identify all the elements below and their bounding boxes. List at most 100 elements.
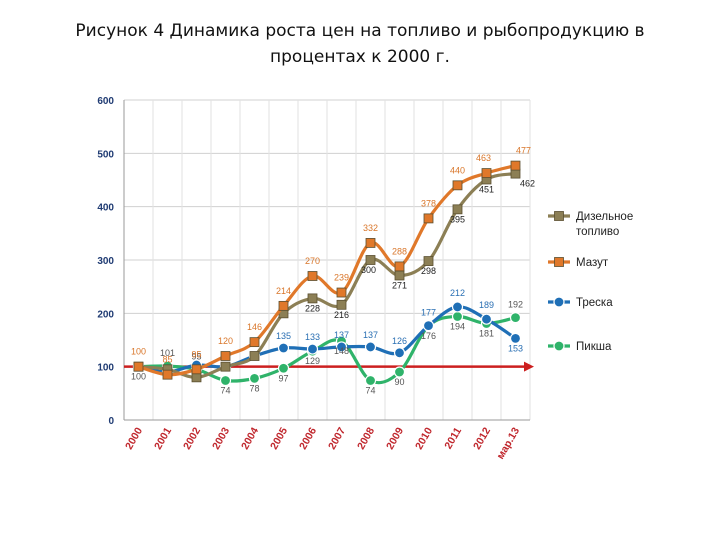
series-1-data-label-2: 95 [191,349,201,359]
series-1-data-label-5: 214 [276,286,291,296]
series-0-data-label-6: 228 [305,303,320,313]
x-tick-label-2002: 2002 [181,425,203,451]
series-2-point-12 [480,313,493,325]
series-1-data-label-9: 288 [392,246,407,256]
series-1-data-label-1: 85 [162,355,172,365]
series-2-data-label-9: 126 [392,336,407,346]
legend-marker-1 [554,257,564,267]
series-2-data-label-10: 177 [421,308,436,318]
x-tick-label-2000: 2000 [123,425,145,451]
series-2-data-label-7: 137 [334,330,349,340]
series-3-point-13 [509,312,522,324]
series-3-data-label-12: 181 [479,328,494,338]
series-2-point-9 [393,347,406,359]
x-tick-label-2009: 2009 [384,425,406,451]
series-3-point-9 [393,366,406,378]
y-tick-label-400: 400 [97,203,114,214]
legend-marker-3 [553,340,565,352]
y-tick-label-300: 300 [97,256,114,267]
series-2-point-13 [509,332,522,344]
x-tick-label-2005: 2005 [268,425,290,451]
legend-label-3: Пикша [576,341,612,353]
series-1-data-label-10: 378 [421,198,436,208]
series-1-point-6 [307,271,318,281]
series-3-point-5 [277,362,290,374]
series-1-point-12 [481,168,492,178]
series-0-data-label-9: 271 [392,280,407,290]
series-0-data-label-12: 451 [479,184,494,194]
series-0-point-10 [423,256,434,266]
series-0-point-4 [249,351,260,361]
series-1-point-3 [220,351,231,361]
x-tick-label-2001: 2001 [152,425,174,451]
series-3-data-label-11: 194 [450,322,465,332]
series-2-data-label-5: 135 [276,331,291,341]
series-0-data-label-8: 300 [361,265,376,275]
series-0-point-6 [307,293,318,304]
series-1-data-label-13: 477 [516,146,531,156]
series-0-data-label-13: 462 [520,179,535,189]
x-tick-label-2011: 2011 [442,425,464,451]
x-tick-label-2007: 2007 [326,425,348,451]
series-0-data-label-11: 395 [450,214,465,224]
x-tick-label-2003: 2003 [210,425,232,451]
series-3-data-label-1: 101 [160,348,175,358]
legend-label-2: Треска [576,297,613,309]
series-1-data-label-11: 440 [450,165,465,175]
series-2-point-5 [277,342,290,354]
series-1-data-label-8: 332 [363,223,378,233]
series-1-point-5 [278,300,289,311]
series-3-data-label-9: 90 [394,377,404,387]
series-1-point-0 [133,361,144,372]
series-0-point-9 [394,270,405,281]
chart-title-line-1: Рисунок 4 Динамика роста цен на топливо … [75,21,645,41]
series-0-point-8 [365,255,376,265]
x-tick-label-2004: 2004 [239,425,261,451]
x-tick-label-2008: 2008 [355,425,377,451]
legend-label-0: Дизельное топливо [576,211,633,238]
legend-marker-0 [554,211,564,221]
y-tick-label-500: 500 [97,149,114,160]
series-2-point-6 [306,343,319,355]
legend-marker-2 [553,296,565,308]
series-3-data-label-13: 192 [508,300,523,310]
series-3-point-8 [364,374,377,387]
series-1-data-label-3: 120 [218,336,233,346]
y-tick-label-100: 100 [97,363,114,374]
series-0-point-7 [336,299,347,310]
x-tick-label-мар.13: мар.13 [494,425,522,461]
series-3-point-3 [219,374,232,387]
series-1-data-label-7: 239 [334,273,349,283]
series-2-point-7 [335,341,348,353]
series-1-point-1 [162,369,173,380]
series-2-point-11 [451,301,464,313]
chart-title: Рисунок 4 Динамика роста цен на топливо … [40,18,680,70]
series-1-data-label-0: 100 [131,347,146,357]
baseline-arrow [524,361,534,372]
chart-series [124,160,534,387]
chart-legend: Дизельное топливо Мазут Треска Пикша [548,211,633,353]
series-2-data-label-6: 133 [305,332,320,342]
series-3-data-label-2: 95 [191,351,201,361]
x-tick-label-2012: 2012 [471,425,493,451]
series-1-point-7 [336,287,347,298]
series-3-data-label-0: 100 [131,372,146,382]
series-1-point-2 [191,364,202,375]
series-1-data-label-6: 270 [305,256,320,266]
series-1-point-11 [452,180,463,191]
y-tick-label-200: 200 [97,309,114,320]
series-3-data-label-10: 176 [421,331,436,341]
series-1-point-8 [365,238,376,248]
y-tick-label-600: 600 [97,96,114,107]
series-3-data-label-4: 78 [249,383,259,393]
series-3-data-label-6: 129 [305,356,320,366]
x-tick-label-2010: 2010 [413,425,435,451]
series-1-data-label-4: 146 [247,322,262,332]
series-0-point-3 [220,361,231,372]
series-2-data-label-8: 137 [363,330,378,340]
series-3-point-4 [248,372,261,384]
series-3-data-label-3: 74 [220,386,230,396]
series-2-data-label-11: 212 [450,288,465,298]
series-1-point-10 [423,213,434,224]
